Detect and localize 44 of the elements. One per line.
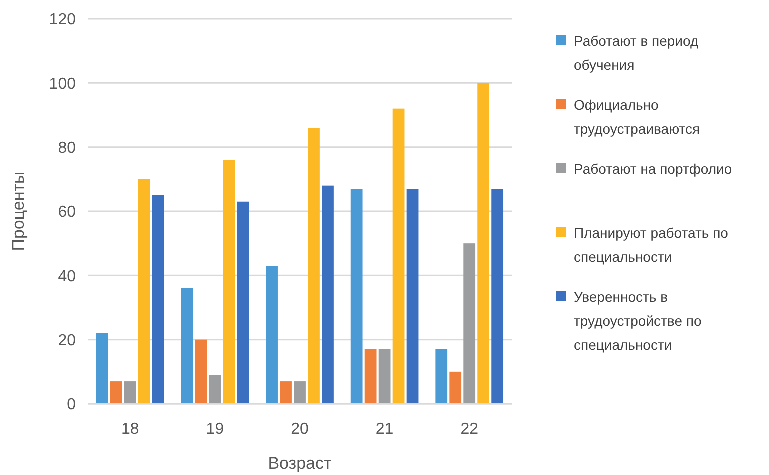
bar bbox=[406, 189, 419, 404]
bar bbox=[478, 83, 490, 404]
bar bbox=[96, 333, 108, 404]
bar bbox=[138, 179, 150, 404]
bar bbox=[350, 189, 363, 404]
bar bbox=[195, 340, 208, 404]
bar bbox=[308, 128, 320, 404]
bar bbox=[364, 349, 377, 404]
bar bbox=[378, 349, 391, 404]
legend-label: Работают в период обучения bbox=[574, 32, 699, 73]
x-axis-title: Возраст bbox=[268, 454, 332, 473]
bar bbox=[322, 186, 334, 404]
bar bbox=[223, 160, 236, 404]
bar bbox=[124, 382, 136, 404]
bar bbox=[464, 244, 476, 404]
y-tick-label: 0 bbox=[67, 396, 76, 414]
y-tick-label: 40 bbox=[58, 268, 76, 286]
legend-label: Официально трудоустраиваются bbox=[574, 96, 700, 137]
y-axis-title: Проценты bbox=[9, 172, 28, 252]
bar bbox=[392, 108, 405, 404]
bar bbox=[280, 382, 292, 404]
y-tick-label: 20 bbox=[58, 332, 76, 350]
bar bbox=[492, 189, 504, 404]
x-tick-label: 22 bbox=[460, 421, 479, 438]
y-tick-label: 120 bbox=[49, 12, 76, 29]
bar bbox=[436, 349, 448, 404]
y-tick-label: 60 bbox=[58, 204, 76, 222]
bar bbox=[294, 382, 306, 404]
bar bbox=[450, 372, 462, 404]
bar bbox=[181, 288, 194, 404]
x-tick-label: 19 bbox=[206, 421, 224, 438]
x-tick-label: 18 bbox=[122, 421, 140, 438]
legend-label: Работают на портфолио bbox=[574, 160, 732, 177]
bar bbox=[266, 266, 278, 404]
bar bbox=[237, 202, 250, 404]
legend-label: Планируют работать по специальности bbox=[574, 224, 729, 265]
legend-label: Уверенность в трудоустройстве по специальности bbox=[574, 288, 702, 353]
bar bbox=[110, 382, 122, 404]
x-tick-label: 21 bbox=[376, 421, 394, 438]
y-tick-label: 100 bbox=[49, 76, 76, 93]
bar bbox=[209, 375, 222, 404]
x-tick-label: 20 bbox=[291, 421, 309, 438]
y-tick-label: 80 bbox=[58, 140, 76, 157]
bar bbox=[152, 195, 164, 404]
